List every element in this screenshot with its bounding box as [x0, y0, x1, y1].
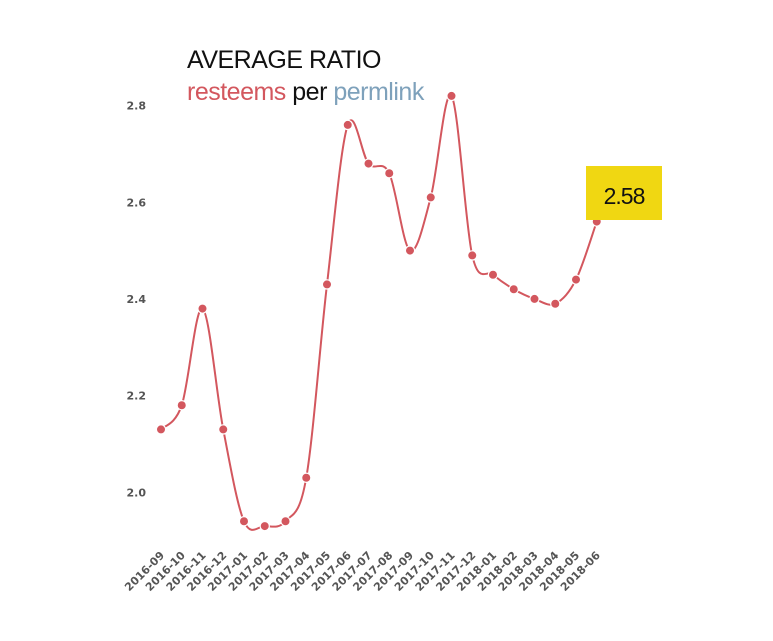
chart-title: AVERAGE RATIO: [187, 46, 382, 74]
latest-value-callout: [586, 166, 662, 220]
data-point: [467, 250, 478, 261]
data-point: [425, 192, 436, 203]
y-tick-label: 2.8: [127, 100, 147, 113]
y-axis: 2.0 2.2 2.4 2.6 2.8: [127, 100, 147, 500]
latest-value-label: 2.58: [603, 183, 646, 209]
y-tick-label: 2.6: [127, 196, 147, 209]
data-point: [529, 293, 540, 305]
data-point: [280, 516, 291, 527]
data-point: [487, 269, 499, 280]
y-tick-label: 2.4: [127, 293, 147, 306]
data-point: [176, 400, 187, 411]
data-point: [570, 274, 582, 285]
data-point: [197, 303, 208, 314]
data-point: [384, 168, 395, 179]
chart-subtitle: resteems per permlink: [187, 78, 424, 107]
data-point: [155, 424, 167, 435]
data-point: [218, 424, 229, 435]
data-point: [321, 279, 333, 290]
data-point: [238, 516, 250, 527]
subtitle-per: per: [285, 78, 334, 106]
y-tick-label: 2.2: [127, 390, 147, 403]
subtitle-resteems: resteems: [187, 78, 286, 106]
data-point: [404, 245, 416, 256]
data-point: [301, 472, 312, 483]
data-point: [342, 119, 353, 131]
data-point: [446, 90, 457, 102]
series-line: [160, 94, 598, 531]
y-tick-label: 2.0: [127, 486, 147, 499]
data-point: [363, 158, 374, 169]
data-point: [508, 284, 519, 295]
x-axis: 2016-092016-102016-112016-122017-012017-…: [122, 549, 603, 594]
data-point: [259, 520, 270, 532]
data-point: [550, 298, 561, 309]
data-points: [155, 90, 602, 532]
subtitle-permlink: permlink: [333, 78, 424, 106]
